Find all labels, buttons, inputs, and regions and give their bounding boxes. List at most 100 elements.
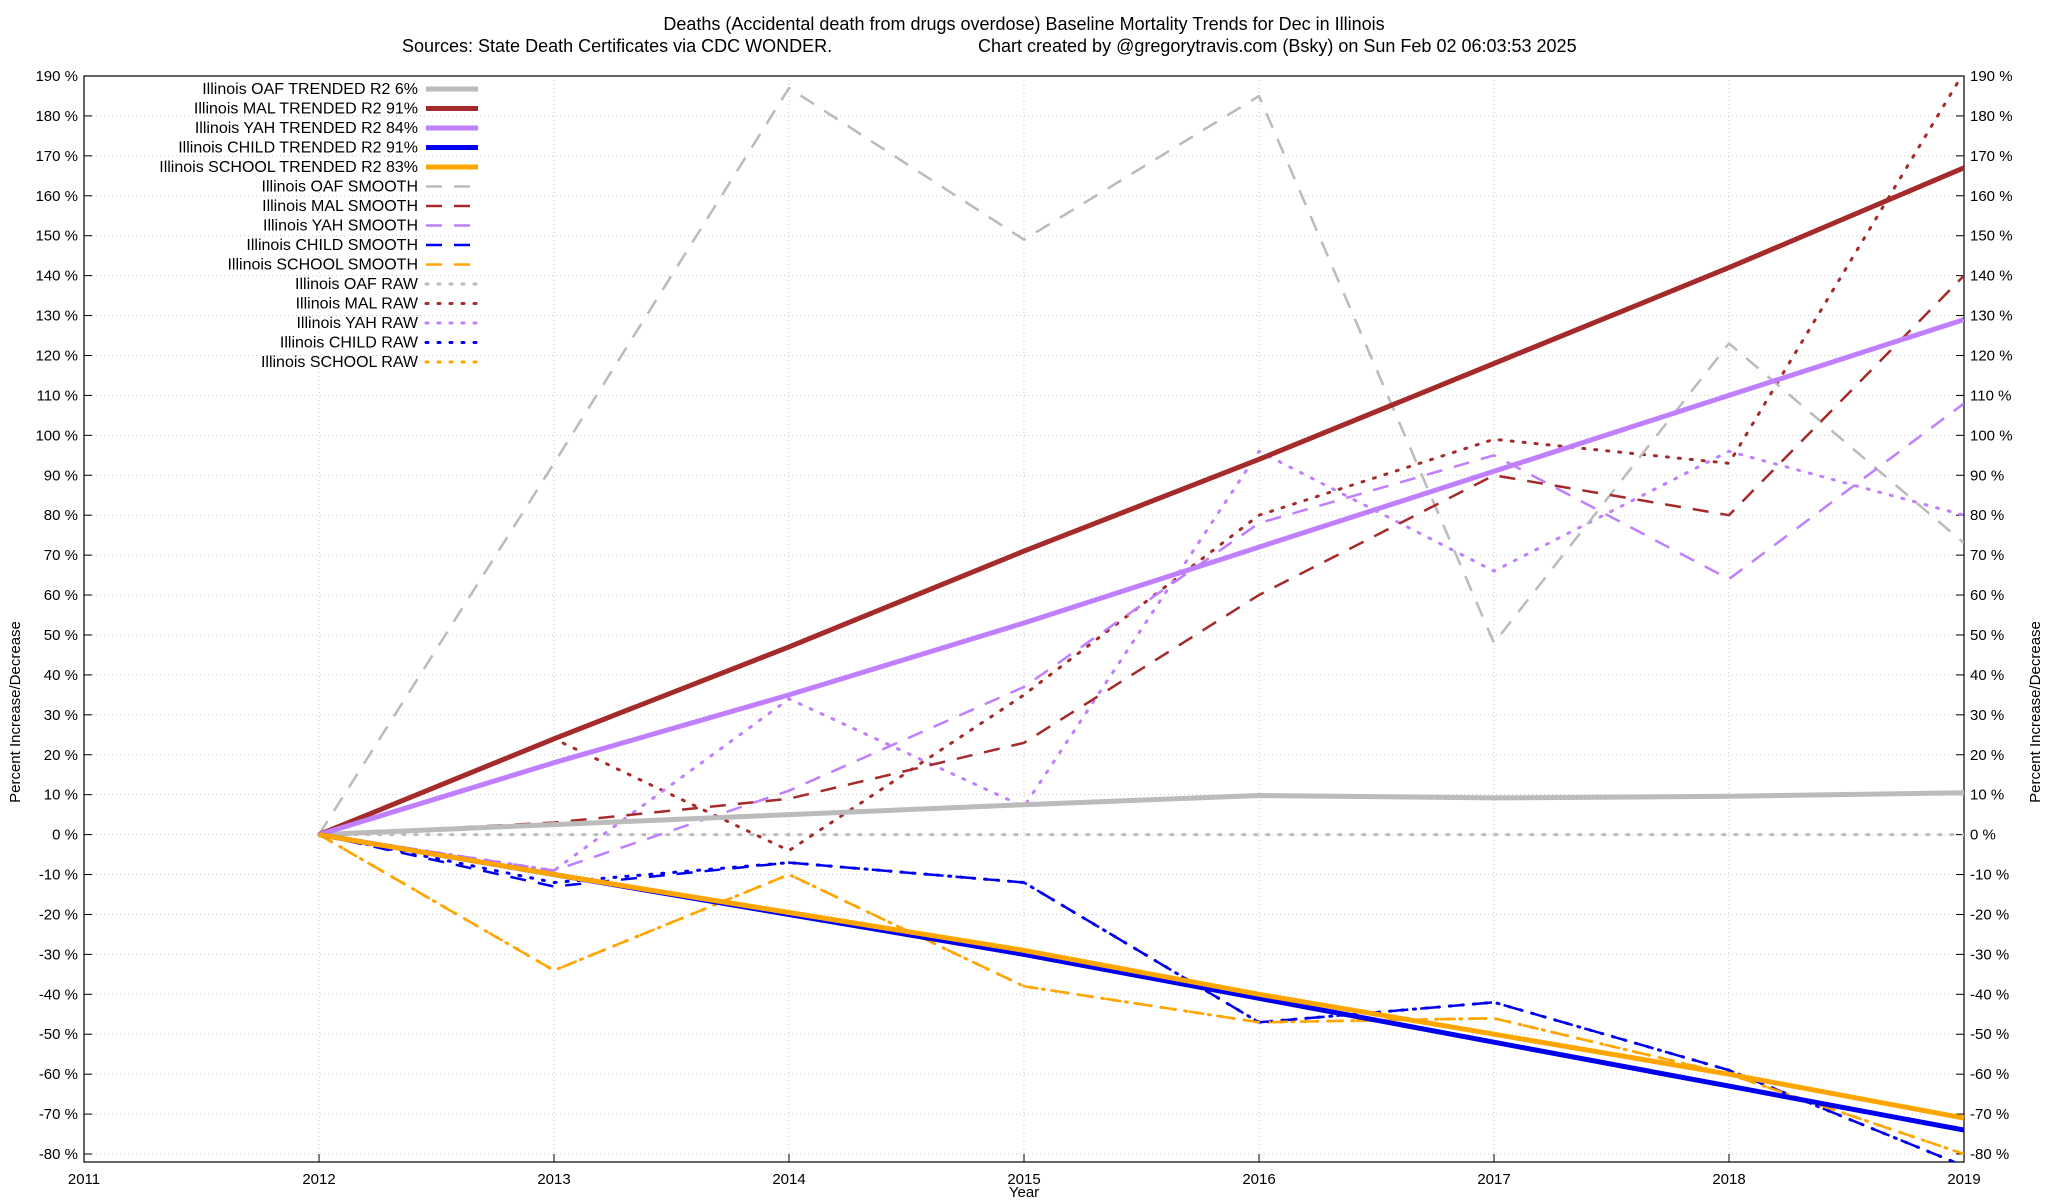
series-line-school-trend [318, 832, 1964, 1121]
y-axis-label-left: Percent Increase/Decrease [7, 621, 24, 803]
legend-entry-child-raw: Illinois CHILD RAW [280, 335, 419, 352]
y-tick-label-right: 70 % [1970, 547, 2004, 564]
y-tick-label-left: 110 % [37, 387, 78, 404]
x-axis-ticks: 2011 2012 2013 2014 2015 2016 2017 2018 2019 [68, 1154, 1981, 1188]
legend-entry-school-raw: Illinois SCHOOL RAW [261, 354, 419, 371]
y-tick-label-left: 0 % [52, 827, 78, 844]
y-tick-label-right: -40 % [1970, 986, 2009, 1003]
y-tick-label-left: 160 % [35, 188, 78, 205]
legend-entry-mal-trend: Illinois MAL TRENDED R2 91% [194, 101, 418, 118]
x-tick-label: 2011 [68, 1171, 100, 1188]
x-tick-label: 2012 [302, 1171, 335, 1188]
y-tick-label-left: -20 % [39, 906, 78, 923]
y-tick-label-left: 130 % [35, 308, 78, 325]
series-line-yah-trend [318, 317, 1964, 837]
y-tick-label-left: -80 % [39, 1146, 78, 1163]
y-tick-label-right: -10 % [1970, 867, 2009, 884]
y-tick-label-right: 90 % [1970, 467, 2004, 484]
x-axis-label: Year [1009, 1184, 1039, 1200]
y-tick-label-right: 40 % [1970, 667, 2004, 684]
y-tick-label-right: -30 % [1970, 946, 2009, 963]
legend-entry-school-trend: Illinois SCHOOL TRENDED R2 83% [159, 159, 418, 176]
y-tick-label-left: 100 % [35, 427, 78, 444]
y-tick-label-right: 60 % [1970, 587, 2004, 604]
y-tick-label-left: 140 % [35, 268, 78, 285]
x-tick-label: 2017 [1477, 1171, 1510, 1188]
y-tick-label-right: -50 % [1970, 1026, 2009, 1043]
legend-entry-oaf-raw: Illinois OAF RAW [295, 276, 419, 293]
legend: Illinois OAF TRENDED R2 6% Illinois MAL T… [159, 81, 480, 371]
series-line-oaf-trend [318, 790, 1964, 838]
y-tick-label-left: 30 % [44, 707, 78, 724]
y-tick-label-left: 190 % [35, 68, 78, 85]
y-tick-label-right: 110 % [1970, 387, 2011, 404]
y-tick-label-right: -70 % [1970, 1106, 2009, 1123]
legend-entry-yah-smooth: Illinois YAH SMOOTH [263, 218, 418, 235]
y-tick-label-right: 100 % [1970, 427, 2013, 444]
legend-entry-yah-trend: Illinois YAH TRENDED R2 84% [195, 120, 418, 137]
series-line-oaf-smooth [317, 86, 1964, 836]
y-tick-label-left: 150 % [35, 228, 78, 245]
x-tick-label: 2013 [537, 1171, 570, 1188]
y-tick-label-right: -80 % [1970, 1146, 2009, 1163]
legend-entry-mal-raw: Illinois MAL RAW [296, 296, 419, 313]
series-line-school-smooth [318, 833, 1964, 1156]
legend-entry-school-smooth: Illinois SCHOOL SMOOTH [227, 257, 418, 274]
y-tick-label-left: -10 % [39, 867, 78, 884]
legend-entry-yah-raw: Illinois YAH RAW [296, 315, 418, 332]
legend-entry-mal-smooth: Illinois MAL SMOOTH [262, 198, 418, 215]
series-line-mal-trend [318, 165, 1964, 837]
y-tick-label-right: -60 % [1970, 1066, 2009, 1083]
y-tick-label-left: 60 % [44, 587, 78, 604]
y-tick-label-left: 10 % [44, 787, 78, 804]
x-tick-label: 2014 [772, 1171, 805, 1188]
y-tick-label-right: 140 % [1970, 268, 2013, 285]
y-tick-label-left: 20 % [44, 747, 78, 764]
y-tick-label-right: 180 % [1970, 108, 2013, 125]
x-tick-label: 2018 [1712, 1171, 1745, 1188]
legend-entry-oaf-trend: Illinois OAF TRENDED R2 6% [202, 81, 418, 98]
y-tick-label-left: 50 % [44, 627, 78, 644]
y-axis-ticks-right: 190 % 180 % 170 % 160 % 150 % 140 % 130 % 120 %… [1956, 68, 2013, 1163]
y-tick-label-left: -40 % [39, 986, 78, 1003]
series-line-mal-raw [317, 76, 1964, 853]
y-tick-label-right: 120 % [1970, 347, 2013, 364]
y-tick-label-right: 20 % [1970, 747, 2004, 764]
legend-entry-child-smooth: Illinois CHILD SMOOTH [246, 237, 418, 254]
y-tick-label-right: 170 % [1970, 148, 2013, 165]
series-line-yah-raw [317, 449, 1964, 872]
y-tick-label-right: 130 % [1970, 308, 2013, 325]
y-tick-label-right: 190 % [1970, 68, 2013, 85]
y-tick-label-right: 50 % [1970, 627, 2004, 644]
y-tick-label-right: 10 % [1970, 787, 2004, 804]
x-tick-label: 2016 [1242, 1171, 1275, 1188]
y-axis-ticks-left: 190 % 180 % 170 % 160 % 150 % 140 % 130 % 120 %… [35, 68, 92, 1163]
legend-entry-child-trend: Illinois CHILD TRENDED R2 91% [178, 140, 418, 157]
y-axis-label-right: Percent Increase/Decrease [2027, 621, 2044, 803]
y-tick-label-left: 90 % [44, 467, 78, 484]
y-tick-label-left: -50 % [39, 1026, 78, 1043]
y-tick-label-left: 180 % [35, 108, 78, 125]
y-tick-label-left: 70 % [44, 547, 78, 564]
chart-subtitle-credit: Chart created by @gregorytravis.com (Bsk… [978, 36, 1577, 56]
y-tick-label-left: 120 % [35, 347, 78, 364]
plot-area [317, 76, 1964, 1162]
y-tick-label-left: 40 % [44, 667, 78, 684]
chart-title: Deaths (Accidental death from drugs over… [663, 14, 1384, 34]
x-tick-label: 2015 [1007, 1171, 1040, 1188]
y-tick-label-right: -20 % [1970, 906, 2009, 923]
y-tick-label-left: 80 % [44, 507, 78, 524]
y-tick-label-left: -70 % [39, 1106, 78, 1123]
series-line-child-smooth [318, 833, 1958, 1162]
chart-subtitle-source: Sources: State Death Certificates via CD… [402, 36, 832, 56]
y-tick-label-right: 30 % [1970, 707, 2004, 724]
y-tick-label-right: 80 % [1970, 507, 2004, 524]
y-tick-label-left: -30 % [39, 946, 78, 963]
x-tick-label: 2019 [1947, 1171, 1980, 1188]
y-tick-label-right: 150 % [1970, 228, 2013, 245]
y-tick-label-left: 170 % [35, 148, 78, 165]
series-line-mal-smooth [318, 274, 1964, 836]
legend-entry-oaf-smooth: Illinois OAF SMOOTH [262, 179, 418, 196]
